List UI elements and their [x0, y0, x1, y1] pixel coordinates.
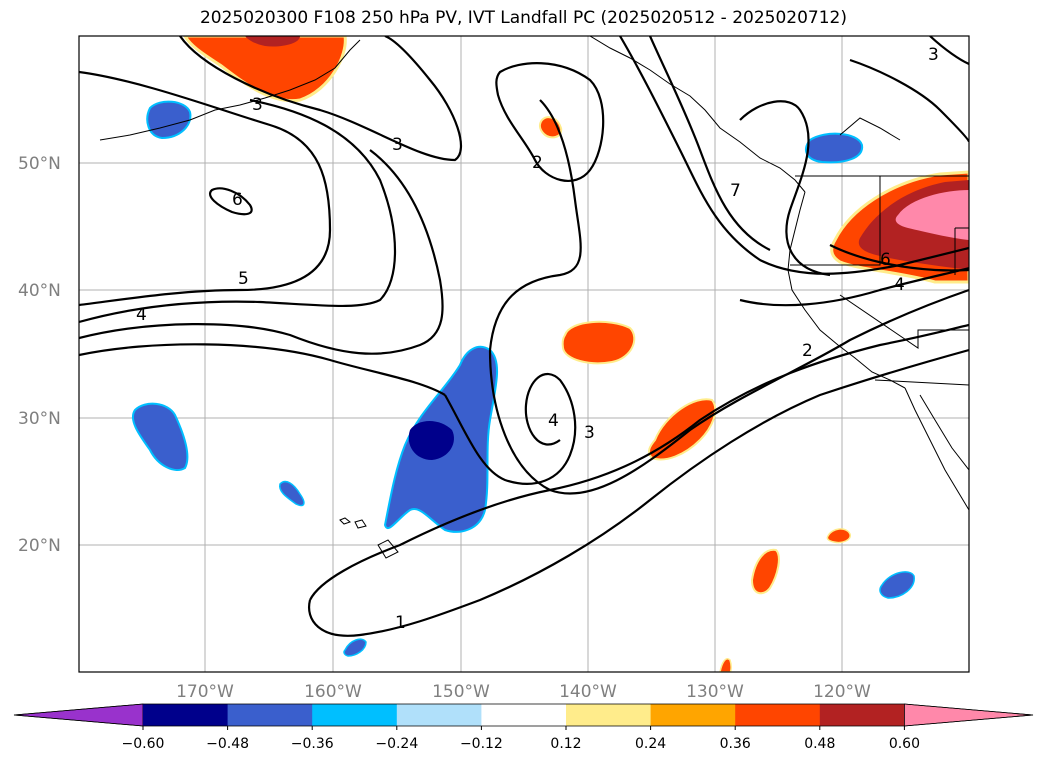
contour-label: 7 [730, 181, 741, 201]
colorbar-tick-label: −0.24 [375, 736, 418, 752]
shade-negative-hawaii-core [408, 421, 454, 460]
contour-label-group: 3 3 6 5 4 2 7 6 4 2 4 3 1 3 [136, 45, 939, 633]
contour-1-south [308, 348, 969, 637]
ivt-contours [79, 36, 969, 637]
contour-2-blob [495, 62, 605, 182]
contour-5-east [849, 58, 969, 143]
colorbar-tick-label: −0.60 [122, 736, 165, 752]
contour-7-inner [648, 36, 771, 251]
contour-5 [79, 149, 444, 355]
contour-label: 3 [392, 135, 403, 155]
border-mexico [874, 379, 969, 386]
contour-6-inner [739, 100, 831, 277]
coast-island-2 [354, 519, 367, 529]
longitude-labels: 170°W 160°W 150°W 140°W 130°W 120°W [176, 682, 871, 702]
colorbar-segment [481, 704, 567, 726]
colorbar-segment [566, 704, 652, 726]
colorbar-tick-label: −0.48 [206, 736, 249, 752]
contour-central [444, 373, 577, 485]
contour-3-north [179, 36, 463, 162]
colorbar-tick-label: 0.60 [889, 736, 920, 752]
contour-label: 3 [252, 95, 263, 115]
colorbar-tick-label: 0.24 [635, 736, 666, 752]
contour-1 [309, 323, 969, 601]
contour-label: 2 [802, 341, 813, 361]
contour-label: 4 [894, 275, 905, 295]
contour-label: 6 [232, 190, 243, 210]
lon-label: 160°W [304, 682, 362, 702]
contour-label: 6 [880, 250, 891, 270]
border-states-1 [790, 176, 881, 266]
lon-label: 140°W [559, 682, 617, 702]
colorbar-tick-label: −0.36 [291, 736, 334, 752]
contour-7 [619, 36, 969, 275]
coastline-baja [904, 387, 969, 511]
shade-negative-west [131, 402, 189, 471]
contour-label: 4 [548, 411, 559, 431]
colorbar-extend-high [904, 703, 1034, 727]
coast-island-4 [839, 117, 901, 141]
lon-label: 120°W [813, 682, 871, 702]
latitude-labels: 50°N 40°N 30°N 20°N [18, 154, 61, 556]
shade-positive-top-core [245, 36, 300, 47]
lat-label: 50°N [18, 154, 61, 174]
colorbar-tick-label: −0.12 [460, 736, 503, 752]
colorbar-segment [143, 704, 229, 726]
contour-label: 5 [238, 269, 249, 289]
lon-label: 130°W [686, 682, 744, 702]
shade-negative-southwest [343, 638, 367, 657]
lat-label: 20°N [18, 536, 61, 556]
colorbar-segment [735, 704, 821, 726]
contour-4-west [79, 343, 446, 396]
map-frame [78, 35, 970, 673]
contour-3-east [929, 36, 969, 66]
contour-label: 1 [395, 613, 406, 633]
coastline-alaska-gulf [589, 36, 806, 193]
colorbar-tick-label: 0.48 [804, 736, 835, 752]
contour-label: 2 [532, 153, 543, 173]
shade-positive-bottom [719, 658, 732, 672]
contour-2-east [739, 266, 969, 307]
coastline-gulf-cal [919, 394, 969, 471]
lat-label: 30°N [18, 409, 61, 429]
lat-label: 40°N [18, 281, 61, 301]
shade-positive-landfall-core [895, 190, 969, 240]
lon-label: 150°W [432, 682, 490, 702]
lon-label: 170°W [176, 682, 234, 702]
contour-2-mid [488, 99, 582, 351]
shade-positive-central [561, 320, 636, 365]
contour-label: 3 [584, 423, 595, 443]
shade-positive-mexico [826, 528, 851, 544]
colorbar-tick-label: 0.12 [550, 736, 581, 752]
shade-negative-tropical-east [879, 571, 915, 599]
contour-label: 4 [136, 305, 147, 325]
colorbar-extend-low [13, 703, 144, 727]
colorbar-segment [650, 704, 736, 726]
coast-island-3 [377, 539, 399, 559]
colorbar: −0.60 −0.48 −0.36 −0.24 −0.12 0.12 0.24 0.36 0.4… [13, 703, 1034, 752]
coastlines [99, 36, 969, 559]
colorbar-segment [312, 704, 398, 726]
coastline-west-us [787, 191, 906, 389]
contour-3-sub [488, 288, 969, 495]
colorbar-segment [819, 704, 905, 726]
map-title: 2025020300 F108 250 hPa PV, IVT Landfall… [199, 8, 847, 28]
colorbar-segment [396, 704, 482, 726]
contour-outer-1 [79, 70, 332, 307]
map-background [79, 36, 969, 672]
colorbar-segment [227, 704, 313, 726]
coast-island-1 [339, 517, 352, 525]
shade-positive-tropical [750, 548, 780, 595]
shade-negative-bc [805, 132, 864, 164]
colorbar-tick-label: 0.36 [720, 736, 751, 752]
shade-negative-small [279, 480, 305, 507]
contour-6 [209, 187, 253, 216]
contour-label: 3 [928, 45, 939, 65]
contour-outer-2 [79, 98, 397, 324]
gridlines [79, 36, 969, 672]
